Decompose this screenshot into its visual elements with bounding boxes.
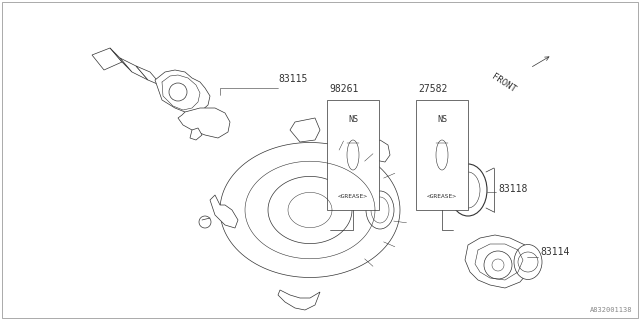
Ellipse shape [347, 140, 359, 170]
Text: FRONT: FRONT [490, 72, 518, 95]
Ellipse shape [371, 197, 389, 223]
Bar [327, 100, 379, 210]
Text: NS: NS [437, 116, 447, 124]
Text: 83115: 83115 [278, 74, 307, 84]
Circle shape [492, 259, 504, 271]
Text: 83114: 83114 [540, 247, 570, 257]
Ellipse shape [514, 244, 542, 279]
Polygon shape [120, 58, 148, 80]
Ellipse shape [366, 191, 394, 229]
Bar [416, 100, 468, 210]
Polygon shape [465, 235, 532, 288]
Polygon shape [136, 66, 162, 86]
Circle shape [169, 83, 187, 101]
Text: <GREASE>: <GREASE> [338, 194, 368, 198]
Text: 27582: 27582 [418, 84, 447, 94]
Polygon shape [92, 48, 122, 70]
Ellipse shape [456, 172, 480, 208]
Polygon shape [220, 142, 400, 277]
Polygon shape [278, 290, 320, 310]
Circle shape [484, 251, 512, 279]
Text: 98261: 98261 [329, 84, 358, 94]
Text: NS: NS [348, 116, 358, 124]
Text: 83118: 83118 [498, 184, 527, 194]
Circle shape [518, 252, 538, 272]
Ellipse shape [449, 164, 487, 216]
Polygon shape [155, 70, 210, 115]
Circle shape [199, 216, 211, 228]
Polygon shape [178, 108, 230, 138]
Text: <GREASE>: <GREASE> [427, 194, 457, 198]
Polygon shape [110, 48, 132, 72]
Text: A832001138: A832001138 [589, 307, 632, 313]
Ellipse shape [436, 140, 448, 170]
Polygon shape [368, 140, 390, 162]
Polygon shape [290, 118, 320, 142]
Polygon shape [190, 128, 202, 140]
Polygon shape [268, 176, 352, 244]
Polygon shape [210, 195, 238, 228]
